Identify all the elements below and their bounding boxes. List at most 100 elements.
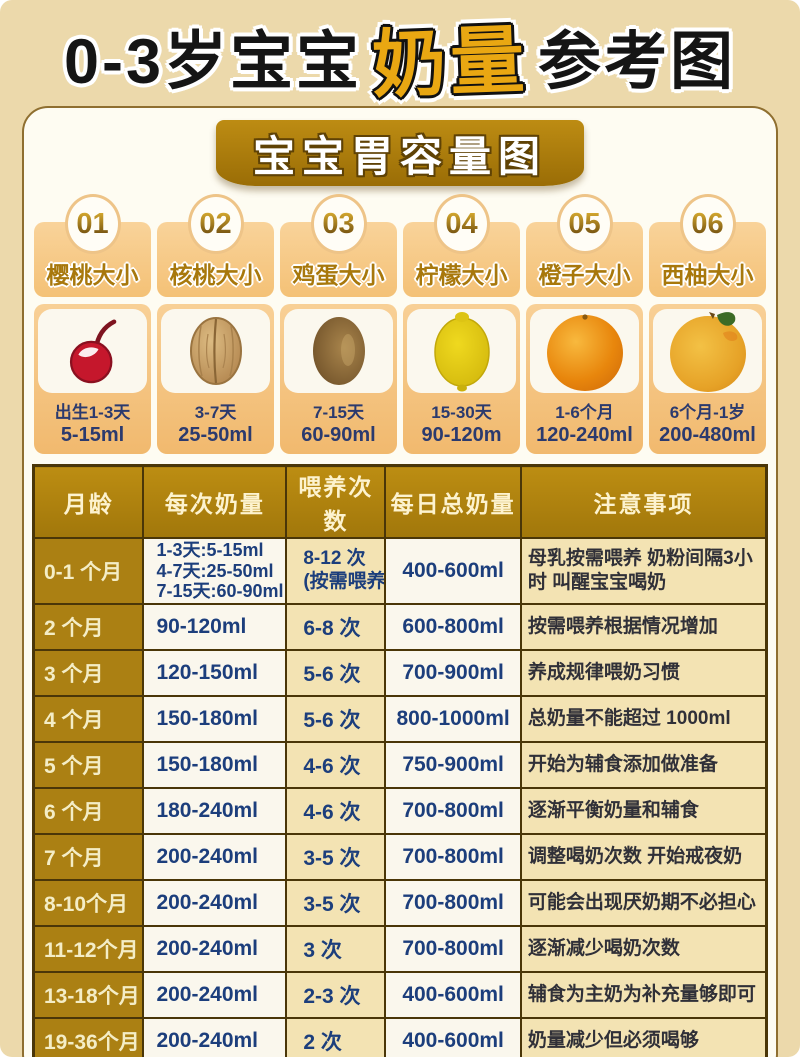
note-cell: 辅食为主奶为补充量够即可 <box>519 971 768 1020</box>
header-notes: 注意事项 <box>519 464 768 539</box>
table-row: 2 个月 90-120ml 6-8 次 600-800ml 按需喂养根据情况增加 <box>32 603 768 652</box>
daily-total-cell: 400-600ml <box>384 1017 522 1057</box>
stage-age: 15-30天 <box>431 403 492 422</box>
table-row: 0-1 个月 1-3天:5-15ml 4-7天:25-50ml 7-15天:60… <box>32 536 768 606</box>
times-cell: 5-6 次 <box>285 695 387 744</box>
daily-total-cell: 700-900ml <box>384 649 522 698</box>
stage-number-badge: 01 <box>64 194 121 254</box>
cherry-icon <box>69 319 116 384</box>
per-feed-cell: 200-240ml <box>142 879 288 928</box>
daily-total-cell: 700-800ml <box>384 833 522 882</box>
grapefruit-icon <box>669 312 746 392</box>
fruit-image-box <box>530 309 639 393</box>
stage-cherry: 01 樱桃大小 出生1-3天 5-15ml <box>34 194 151 454</box>
note-cell: 逐渐减少喝奶次数 <box>519 925 768 974</box>
times-cell: 3-5 次 <box>285 879 387 928</box>
month-cell: 6 个月 <box>32 787 145 836</box>
egg-icon <box>312 317 365 385</box>
stage-volume: 200-480ml <box>659 424 756 446</box>
feeding-table-section: 月龄 每次奶量 喂养次数 每日总奶量 注意事项 0-1 个月 1-3天:5-15… <box>32 464 768 1057</box>
stage-panel: 3-7天 25-50ml <box>157 304 274 454</box>
title-left: 0-3岁宝宝 <box>63 26 363 97</box>
stage-age: 6个月-1岁 <box>669 403 746 422</box>
walnut-icon <box>189 317 242 385</box>
table-row: 8-10个月 200-240ml 3-5 次 700-800ml 可能会出现厌奶… <box>32 879 768 928</box>
fruit-image-box <box>38 309 147 393</box>
stage-number: 04 <box>445 207 478 240</box>
note-cell: 总奶量不能超过 1000ml <box>519 695 768 744</box>
table-row: 11-12个月 200-240ml 3 次 700-800ml 逐渐减少喝奶次数 <box>32 925 768 974</box>
table-header-row: 月龄 每次奶量 喂养次数 每日总奶量 注意事项 <box>32 464 768 539</box>
stage-volume: 90-120m <box>421 424 502 446</box>
times-cell: 6-8 次 <box>285 603 387 652</box>
stage-label: 鸡蛋大小 <box>280 222 397 297</box>
daily-total-cell: 700-800ml <box>384 879 522 928</box>
month-cell: 11-12个月 <box>32 925 145 974</box>
note-cell: 奶量减少但必须喝够 <box>519 1017 768 1057</box>
month-cell: 4 个月 <box>32 695 145 744</box>
table-row: 4 个月 150-180ml 5-6 次 800-1000ml 总奶量不能超过 … <box>32 695 768 744</box>
stage-panel: 7-15天 60-90ml <box>280 304 397 454</box>
fruit-image-box <box>284 309 393 393</box>
stage-number: 02 <box>199 207 232 240</box>
month-cell: 8-10个月 <box>32 879 145 928</box>
stage-number-badge: 06 <box>679 194 736 254</box>
table-row: 7 个月 200-240ml 3-5 次 700-800ml 调整喝奶次数 开始… <box>32 833 768 882</box>
header-per-feed: 每次奶量 <box>142 464 288 539</box>
daily-total-cell: 400-600ml <box>384 536 522 606</box>
per-feed-line: 4-7天:25-50ml <box>156 560 274 581</box>
per-feed-cell: 150-180ml <box>142 741 288 790</box>
stage-number: 05 <box>568 207 601 240</box>
table-row: 5 个月 150-180ml 4-6 次 750-900ml 开始为辅食添加做准… <box>32 741 768 790</box>
times-line: 8-12 次 <box>303 548 366 570</box>
stage-age: 3-7天 <box>194 403 237 422</box>
stage-panel: 1-6个月 120-240ml <box>526 304 643 454</box>
month-cell: 3 个月 <box>32 649 145 698</box>
per-feed-cell: 200-240ml <box>142 1017 288 1057</box>
month-cell: 7 个月 <box>32 833 145 882</box>
month-cell: 13-18个月 <box>32 971 145 1020</box>
times-cell: 3-5 次 <box>285 833 387 882</box>
daily-total-cell: 700-800ml <box>384 787 522 836</box>
header-times: 喂养次数 <box>285 464 387 539</box>
stage-lemon: 04 柠檬大小 <box>403 194 520 454</box>
stage-panel: 出生1-3天 5-15ml <box>34 304 151 454</box>
header-month: 月龄 <box>32 464 145 539</box>
stage-panel: 6个月-1岁 200-480ml <box>649 304 766 454</box>
stage-orange: 05 橙子大小 <box>526 194 643 454</box>
stage-age: 出生1-3天 <box>54 403 131 422</box>
stage-volume: 60-90ml <box>301 424 376 446</box>
per-feed-cell: 120-150ml <box>142 649 288 698</box>
times-cell: 8-12 次 (按需喂养) <box>285 536 387 606</box>
month-cell: 0-1 个月 <box>32 536 145 606</box>
times-cell: 5-6 次 <box>285 649 387 698</box>
fruit-image-box <box>653 309 762 393</box>
times-line: (按需喂养) <box>303 571 386 593</box>
stage-number-badge: 04 <box>433 194 490 254</box>
daily-total-cell: 800-1000ml <box>384 695 522 744</box>
note-cell: 开始为辅食添加做准备 <box>519 741 768 790</box>
stage-age: 7-15天 <box>312 403 365 422</box>
per-feed-line: 7-15天:60-90ml <box>156 581 284 602</box>
page-title: 0-3岁宝宝 奶量 参考图 <box>0 0 800 106</box>
note-cell: 按需喂养根据情况增加 <box>519 603 768 652</box>
note-cell: 养成规律喂奶习惯 <box>519 649 768 698</box>
stage-number-badge: 05 <box>556 194 613 254</box>
stomach-capacity-banner: 宝宝胃容量图 <box>216 120 584 186</box>
stage-number: 03 <box>322 207 355 240</box>
fruit-image-box <box>407 309 516 393</box>
month-cell: 5 个月 <box>32 741 145 790</box>
times-cell: 4-6 次 <box>285 787 387 836</box>
times-cell: 2 次 <box>285 1017 387 1057</box>
per-feed-line: 1-3天:5-15ml <box>156 540 264 560</box>
stage-number: 01 <box>76 207 109 240</box>
lemon-icon <box>433 312 490 392</box>
note-cell: 调整喝奶次数 开始戒夜奶 <box>519 833 768 882</box>
table-row: 6 个月 180-240ml 4-6 次 700-800ml 逐渐平衡奶量和辅食 <box>32 787 768 836</box>
table-row: 13-18个月 200-240ml 2-3 次 400-600ml 辅食为主奶为… <box>32 971 768 1020</box>
daily-total-cell: 400-600ml <box>384 971 522 1020</box>
daily-total-cell: 700-800ml <box>384 925 522 974</box>
title-highlight: 奶量 <box>370 17 530 107</box>
per-feed-cell: 1-3天:5-15ml 4-7天:25-50ml 7-15天:60-90ml <box>142 536 288 606</box>
stage-volume: 25-50ml <box>178 424 253 446</box>
